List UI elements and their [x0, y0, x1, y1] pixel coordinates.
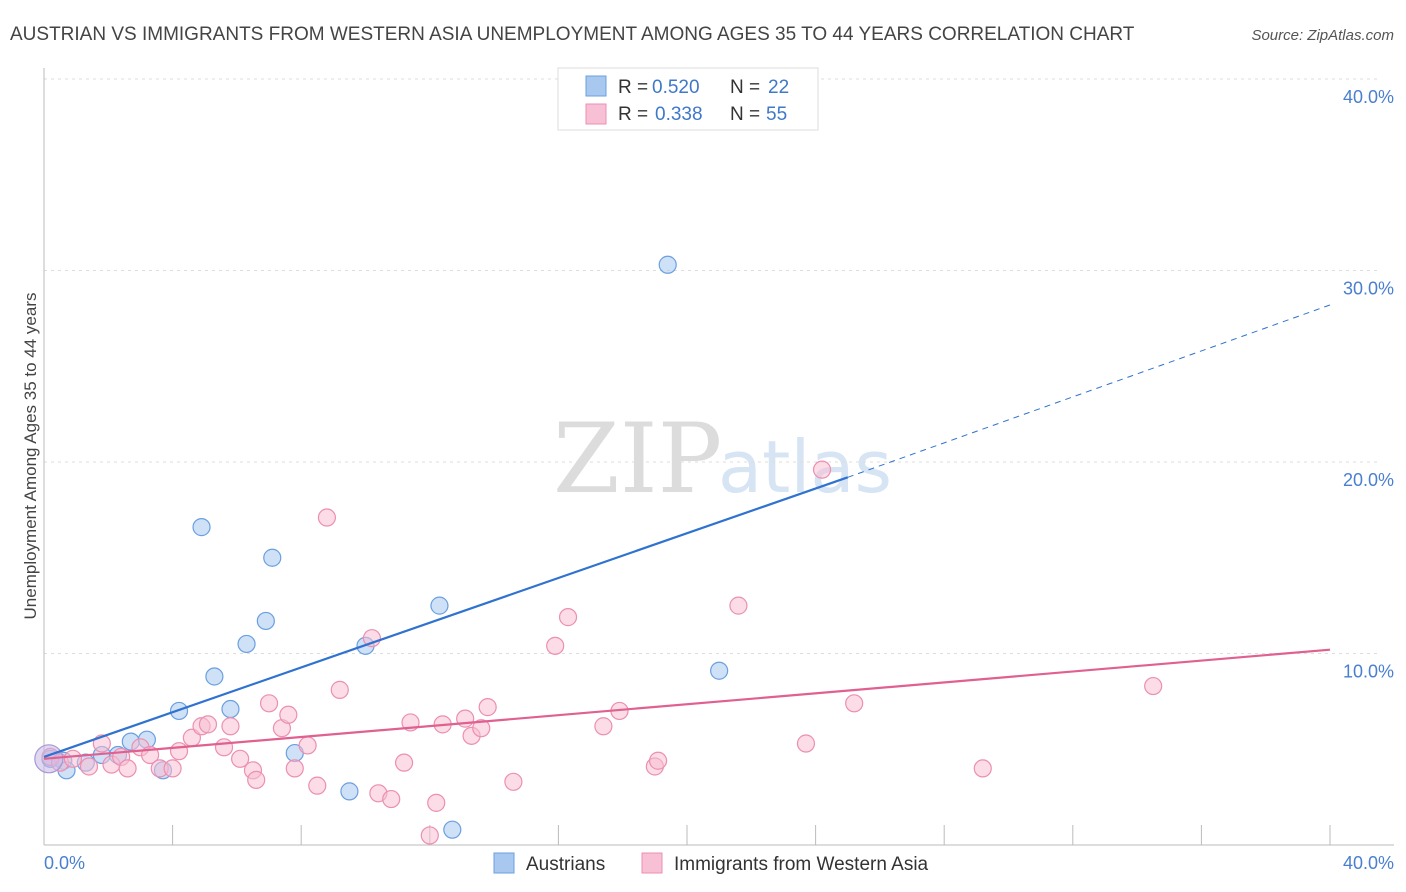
legend-n-label-immigrants: N = [730, 104, 760, 125]
point-series0-20 [443, 820, 462, 839]
point-series0-21 [658, 255, 677, 274]
point-series1-52 [973, 759, 992, 778]
point-series1-43 [558, 608, 578, 627]
point-series0-17 [340, 782, 359, 801]
y-tick-label-1: 20.0% [1343, 470, 1394, 490]
axes [43, 68, 1394, 846]
legend-swatch-immigrants [585, 103, 607, 125]
series-legend-swatch-austrians [493, 852, 515, 874]
point-series1-49 [796, 734, 816, 753]
point-series0-15 [263, 548, 282, 567]
point-series1-20 [247, 770, 266, 789]
point-series0-12 [221, 699, 240, 719]
y-tick-labels: 10.0% 20.0% 30.0% 40.0% [1343, 87, 1394, 682]
stats-legend: R = 0.520 N = 22 R = 0.338 N = 55 [557, 67, 819, 131]
trend-line-extension-series0 [847, 304, 1331, 478]
watermark-zip: ZIP [553, 403, 722, 515]
point-series1-40 [478, 698, 497, 717]
y-tick-label-2: 30.0% [1343, 279, 1394, 299]
gridlines [44, 78, 1380, 654]
point-series1-11 [163, 759, 182, 778]
point-series1-12 [169, 742, 189, 761]
point-series1-18 [231, 749, 250, 768]
legend-n-label-austrians: N = [730, 77, 760, 98]
point-series1-42 [546, 636, 565, 655]
point-series0-14 [256, 611, 275, 631]
legend-r-value-immigrants: 0.338 [655, 104, 703, 125]
point-series1-21 [259, 694, 279, 713]
point-series1-53 [1144, 676, 1163, 696]
series-legend: Austrians Immigrants from Western Asia [493, 852, 929, 875]
y-tick-label-0: 10.0% [1343, 662, 1394, 682]
point-series1-25 [298, 736, 317, 755]
point-series0-22 [710, 661, 729, 680]
legend-r-label-immigrants: R = [618, 104, 648, 125]
watermark: ZIP atlas [553, 403, 892, 515]
point-series1-41 [504, 772, 523, 791]
chart-source: Source: ZipAtlas.com [1251, 27, 1394, 44]
point-series1-51 [845, 694, 864, 713]
point-series1-23 [279, 705, 298, 724]
point-series1-7 [118, 759, 137, 778]
point-series1-27 [317, 508, 337, 527]
series-legend-label-immigrants: Immigrants from Western Asia [674, 854, 929, 875]
watermark-atlas: atlas [718, 425, 892, 509]
point-series0-11 [205, 667, 224, 686]
trend-line-series0 [43, 476, 849, 758]
point-series1-34 [420, 826, 439, 845]
x-tick-label-max: 40.0% [1343, 853, 1394, 873]
point-series1-2 [63, 749, 83, 768]
x-tick-label-min: 0.0% [44, 853, 85, 873]
point-series1-28 [330, 680, 349, 699]
point-series1-32 [394, 753, 414, 772]
y-tick-label-3: 40.0% [1343, 87, 1394, 107]
point-series1-48 [729, 596, 748, 615]
trend-line-series1 [43, 648, 1331, 760]
trend-lines [43, 304, 1331, 760]
legend-n-value-austrians: 22 [768, 77, 789, 98]
point-series1-50 [812, 460, 832, 479]
series-legend-label-austrians: Austrians [526, 854, 605, 875]
data-points [34, 255, 1163, 845]
legend-n-value-immigrants: 55 [766, 104, 787, 125]
point-series1-3 [79, 757, 99, 776]
point-series1-35 [427, 793, 446, 812]
point-series0-13 [237, 634, 256, 654]
chart-title: AUSTRIAN VS IMMIGRANTS FROM WESTERN ASIA… [10, 24, 1135, 45]
point-series1-39 [472, 719, 491, 738]
series-legend-swatch-immigrants [641, 852, 663, 874]
point-series1-26 [308, 776, 327, 795]
point-series1-15 [198, 715, 218, 734]
point-series1-44 [594, 717, 613, 736]
point-series1-31 [382, 789, 401, 809]
point-series0-10 [192, 518, 211, 537]
legend-swatch-austrians [585, 75, 607, 97]
point-series1-24 [285, 759, 304, 778]
point-series1-16 [214, 738, 234, 757]
y-axis-title: Unemployment Among Ages 35 to 44 years [21, 293, 40, 620]
legend-r-label-austrians: R = [618, 77, 648, 98]
point-series1-47 [648, 751, 668, 770]
point-series1-17 [221, 717, 240, 736]
point-series0-19 [430, 596, 449, 615]
legend-r-value-austrians: 0.520 [652, 77, 700, 98]
